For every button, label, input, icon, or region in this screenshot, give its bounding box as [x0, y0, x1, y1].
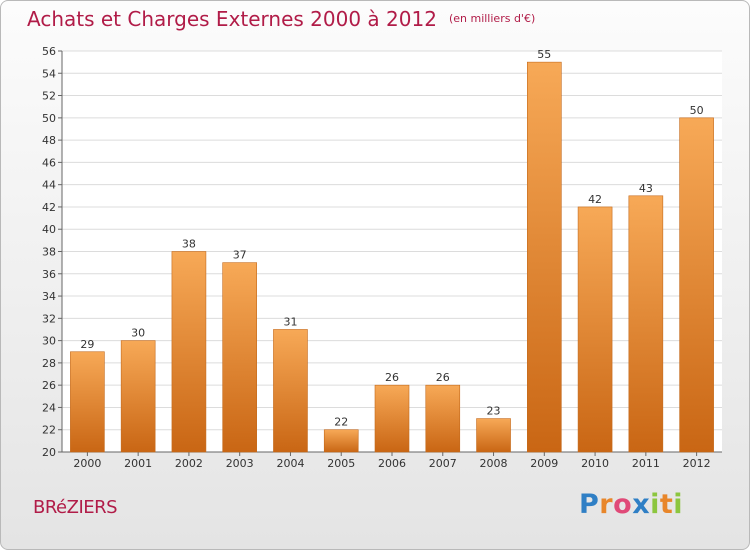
- bar: [527, 61, 562, 453]
- chart-title: Achats et Charges Externes 2000 à 2012 (e…: [27, 7, 535, 31]
- y-tick-label: 24: [42, 401, 56, 414]
- y-tick-label: 34: [42, 290, 56, 303]
- y-tick-label: 36: [42, 268, 56, 281]
- bar-value-label: 38: [182, 238, 196, 251]
- bar-value-label: 26: [436, 371, 450, 384]
- bar: [628, 195, 664, 453]
- logo-letter: x: [632, 489, 651, 520]
- logo-letter: t: [659, 489, 674, 520]
- bar: [171, 251, 207, 453]
- y-tick-label: 52: [42, 90, 56, 103]
- x-tick-label: 2000: [73, 457, 101, 470]
- y-tick-label: 28: [42, 357, 56, 370]
- y-tick-label: 26: [42, 379, 56, 392]
- x-tick-label: 2002: [175, 457, 203, 470]
- y-tick-label: 48: [42, 134, 56, 147]
- logo-letter: o: [613, 489, 633, 520]
- y-tick-label: 46: [42, 156, 56, 169]
- y-tick-label: 38: [42, 246, 56, 259]
- chart-unit: (en milliers d'€): [448, 12, 536, 25]
- bar-value-label: 37: [233, 249, 247, 262]
- bar-value-label: 43: [639, 182, 653, 195]
- bar: [679, 117, 714, 453]
- bar-value-label: 31: [283, 315, 297, 328]
- bar: [70, 351, 105, 453]
- x-tick-label: 2004: [276, 457, 304, 470]
- bar: [222, 262, 257, 453]
- x-tick-label: 2001: [124, 457, 152, 470]
- x-tick-label: 2007: [429, 457, 457, 470]
- y-tick-label: 22: [42, 424, 56, 437]
- bar: [120, 340, 156, 453]
- logo-letter: i: [650, 489, 660, 520]
- logo-letter: i: [673, 489, 684, 520]
- logo-letter: r: [599, 489, 614, 520]
- chart-title-text: Achats et Charges Externes 2000 à 2012: [27, 7, 437, 31]
- bar: [323, 429, 359, 453]
- y-tick-label: 44: [42, 179, 56, 192]
- commune-name: BRéZIERS: [33, 497, 118, 518]
- x-tick-label: 2005: [327, 457, 355, 470]
- y-tick-label: 56: [42, 45, 56, 58]
- x-tick-label: 2003: [226, 457, 254, 470]
- x-tick-label: 2008: [480, 457, 508, 470]
- y-tick-label: 50: [42, 112, 56, 125]
- y-tick-label: 54: [42, 67, 56, 80]
- y-tick-label: 42: [42, 201, 56, 214]
- bar-value-label: 22: [334, 416, 348, 429]
- bar-value-label: 42: [588, 193, 602, 206]
- bar-value-label: 50: [690, 104, 704, 117]
- bar-value-label: 26: [385, 371, 399, 384]
- y-tick-label: 30: [42, 335, 56, 348]
- y-tick-label: 32: [42, 312, 56, 325]
- logo-letter: P: [579, 489, 600, 520]
- bar: [425, 384, 461, 453]
- bar: [374, 384, 410, 453]
- bar: [577, 206, 613, 453]
- x-tick-label: 2006: [378, 457, 406, 470]
- x-tick-label: 2011: [632, 457, 660, 470]
- bar: [273, 329, 308, 453]
- bar-value-label: 29: [80, 338, 94, 351]
- bar-value-label: 30: [131, 327, 145, 340]
- y-tick-label: 40: [42, 223, 56, 236]
- x-tick-label: 2012: [683, 457, 711, 470]
- x-tick-label: 2010: [581, 457, 609, 470]
- bar-value-label: 23: [487, 405, 501, 418]
- proxiti-logo: Proxiti: [579, 489, 683, 520]
- x-tick-label: 2009: [530, 457, 558, 470]
- y-tick-label: 20: [42, 446, 56, 459]
- bar-value-label: 55: [537, 48, 551, 61]
- bar: [476, 418, 511, 453]
